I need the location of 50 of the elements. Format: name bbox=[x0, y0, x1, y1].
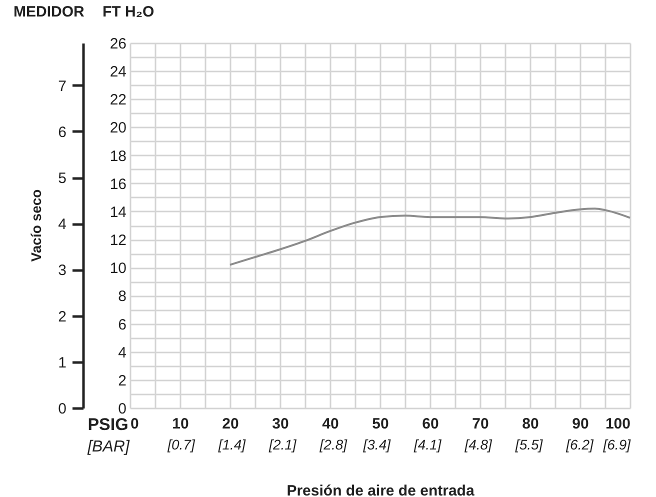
x-tick-label: 40 bbox=[322, 416, 339, 432]
text: Vacío seco bbox=[28, 189, 44, 262]
y-tick-label: 2 bbox=[118, 372, 126, 390]
x2-tick-label: [2.8] bbox=[318, 436, 348, 452]
x-tick-label: 90 bbox=[572, 416, 589, 432]
x-tick-label: 10 bbox=[172, 416, 189, 432]
y2-tick-label: 0 bbox=[58, 400, 66, 418]
y-tick-label: 12 bbox=[110, 232, 126, 250]
y-tick-label: 20 bbox=[110, 120, 126, 137]
y-tick-label: 0 bbox=[118, 400, 126, 418]
x-tick-label: 50 bbox=[372, 416, 389, 432]
y-tick-label: 14 bbox=[110, 204, 126, 221]
x-tick-label: 20 bbox=[222, 416, 239, 432]
x-axis-title: Presión de aire de entrada bbox=[286, 482, 475, 497]
y-tick-label: 24 bbox=[110, 64, 126, 81]
y-tick-label: 10 bbox=[110, 260, 126, 278]
y2-tick-label: 6 bbox=[58, 124, 66, 141]
x2-tick-label: [6.9] bbox=[602, 436, 632, 452]
x2-tick-label: [1.4] bbox=[217, 436, 247, 452]
y2-tick-label: 1 bbox=[58, 354, 66, 372]
x-tick-label: 70 bbox=[472, 416, 489, 432]
y2-tick-label: 2 bbox=[58, 308, 66, 326]
y2-tick-label: 5 bbox=[58, 170, 66, 188]
x2-tick-label: [4.8] bbox=[464, 436, 494, 452]
x-tick-label: 30 bbox=[272, 416, 289, 432]
y-tick-label: 6 bbox=[118, 316, 126, 334]
x-tick-label: 0 bbox=[130, 416, 139, 432]
y-tick-label: 8 bbox=[118, 288, 126, 306]
x2-tick-label: [5.5] bbox=[514, 436, 544, 452]
x-tick-label: 80 bbox=[522, 416, 539, 432]
y-tick-label: 16 bbox=[110, 176, 126, 193]
text: PSIG bbox=[88, 415, 128, 434]
y2-tick-label: 7 bbox=[58, 78, 66, 95]
y-tick-label: 4 bbox=[118, 344, 126, 362]
y2-tick-label: 4 bbox=[58, 216, 66, 234]
y-tick-label: 18 bbox=[110, 148, 126, 165]
line-series bbox=[229, 208, 631, 266]
y-tick-label: 22 bbox=[110, 92, 126, 109]
x2-tick-label: [3.4] bbox=[362, 436, 392, 452]
y-axis-title: FT H₂O bbox=[102, 4, 154, 20]
x2-tick-label: [4.1] bbox=[412, 436, 442, 452]
x2-tick-label: [6.2] bbox=[565, 436, 594, 452]
x2-axis-title: [BAR] bbox=[86, 438, 130, 456]
x2-tick-label: [2.1] bbox=[268, 436, 298, 452]
y-tick-label: 26 bbox=[110, 36, 126, 52]
y2-axis-title: MEDIDOR bbox=[14, 4, 84, 20]
x-tick-label: 60 bbox=[422, 416, 439, 432]
y2-tick-label: 3 bbox=[58, 262, 66, 280]
x-tick-label: 100 bbox=[605, 416, 630, 432]
x2-tick-label: [0.7] bbox=[166, 436, 196, 452]
